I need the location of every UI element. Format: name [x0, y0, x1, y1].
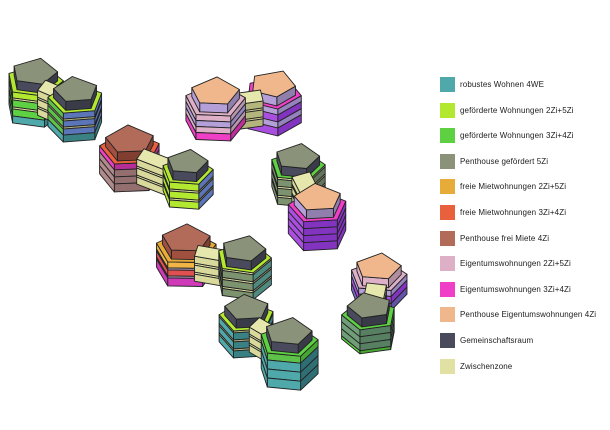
legend-swatch	[440, 281, 455, 297]
cluster6-front-penthouse-roof	[266, 317, 313, 345]
legend-swatch	[440, 102, 455, 118]
cluster5-right-penthouse-roof	[223, 235, 267, 262]
legend-label: Penthouse Eigentumswohnungen 4Zi	[460, 310, 597, 320]
cluster4-back-floor-face	[271, 179, 279, 205]
cluster3-right-penthouse-roof	[167, 148, 209, 174]
building-cluster4-front	[287, 182, 347, 252]
legend-item: geförderte Wohnungen 2Zi+5Zi	[440, 102, 596, 118]
legend-item: freie Mietwohnungen 3Zi+4Zi	[440, 204, 596, 220]
legend-swatch	[440, 230, 455, 246]
legend-swatch	[440, 179, 455, 195]
cluster3-left-penthouse-roof	[105, 124, 154, 153]
legend-label: freie Mietwohnungen 2Zi+5Zi	[460, 182, 567, 192]
legend-label: robustes Wohnen 4WE	[460, 80, 545, 89]
building-cluster2-front-left	[185, 76, 246, 142]
building-cluster1-front	[47, 76, 103, 143]
cluster3-right-floor-face	[162, 183, 170, 208]
cluster6-back-penthouse-roof	[224, 293, 269, 320]
legend-swatch	[440, 358, 455, 374]
building-cluster7-front	[341, 292, 395, 355]
legend-item: robustes Wohnen 4WE	[440, 77, 596, 92]
cluster5-right-floor-face	[218, 270, 223, 296]
legend-swatch	[440, 128, 455, 144]
legend-item: geförderte Wohnungen 3Zi+4Zi	[440, 128, 596, 144]
legend-item: Penthouse frei Miete 4Zi	[440, 230, 596, 246]
cluster5-left-floor-face	[156, 258, 169, 287]
cluster5-left-penthouse-roof	[161, 223, 211, 252]
legend-label: Penthouse frei Miete 4Zi	[460, 233, 550, 243]
cluster4-front-penthouse-roof	[293, 182, 341, 211]
cluster2-back-right-penthouse-roof	[252, 70, 296, 98]
legend-item: Eigentumswohnungen 2Zi+5Zi	[440, 256, 596, 272]
cluster4-front-floor-face	[303, 240, 338, 252]
cluster3-left-floor-face	[99, 165, 115, 193]
cluster1-front-floor-face	[47, 118, 64, 143]
cluster6-front-floor-face	[260, 358, 268, 388]
cluster2-front-left-floor-face	[185, 113, 197, 140]
cluster2-front-left-penthouse-roof	[191, 76, 240, 105]
cluster7-front-floor-face	[341, 335, 361, 355]
cluster1-back-floor-face	[8, 96, 14, 124]
legend-label: Gemeinschaftsraum	[460, 335, 534, 345]
cluster4-front-floor-face	[287, 225, 305, 252]
cluster1-back-penthouse-roof	[13, 57, 59, 85]
legend-item: freie Mietwohnungen 2Zi+5Zi	[440, 179, 596, 195]
legend-swatch	[440, 204, 455, 220]
building-cluster6-front	[260, 317, 319, 391]
legend-label: geförderte Wohnungen 2Zi+5Zi	[460, 105, 574, 115]
legend-label: Eigentumswohnungen 2Zi+5Zi	[460, 259, 571, 269]
cluster2-front-left-floor-face	[195, 132, 232, 142]
cluster6-back-floor-face	[218, 334, 234, 359]
legend-swatch	[440, 153, 455, 169]
legend-swatch	[440, 332, 455, 348]
legend-label: geförderte Wohnungen 3Zi+4Zi	[460, 131, 574, 141]
legend-item: Penthouse gefördert 5Zi	[440, 153, 596, 169]
legend-swatch	[440, 256, 455, 272]
legend-item: Gemeinschaftsraum	[440, 332, 596, 348]
legend-item: Penthouse Eigentumswohnungen 4Zi	[440, 307, 597, 323]
legend: robustes Wohnen 4WE geförderte Wohnungen …	[440, 77, 596, 374]
cluster7-front-penthouse-roof	[346, 292, 390, 319]
legend-item: Eigentumswohnungen 3Zi+4Zi	[440, 281, 596, 297]
legend-label: Eigentumswohnungen 3Zi+4Zi	[460, 284, 571, 294]
legend-swatch	[440, 77, 455, 92]
legend-item: Zwischenzone	[440, 358, 596, 374]
legend-label: freie Mietwohnungen 3Zi+4Zi	[460, 207, 567, 217]
cluster4-back-penthouse-roof	[276, 143, 321, 169]
legend-label: Penthouse gefördert 5Zi	[460, 156, 549, 166]
building-cluster5-right	[218, 235, 272, 301]
cluster7-back-penthouse-roof	[356, 252, 402, 280]
cluster1-front-penthouse-roof	[53, 76, 97, 102]
cluster2-front-left-penthouse-floor-face	[199, 102, 229, 114]
legend-swatch	[440, 307, 455, 323]
legend-label: Zwischenzone	[460, 361, 513, 371]
building-cluster3-right	[162, 148, 214, 210]
building-cluster2-back-right	[247, 70, 302, 137]
